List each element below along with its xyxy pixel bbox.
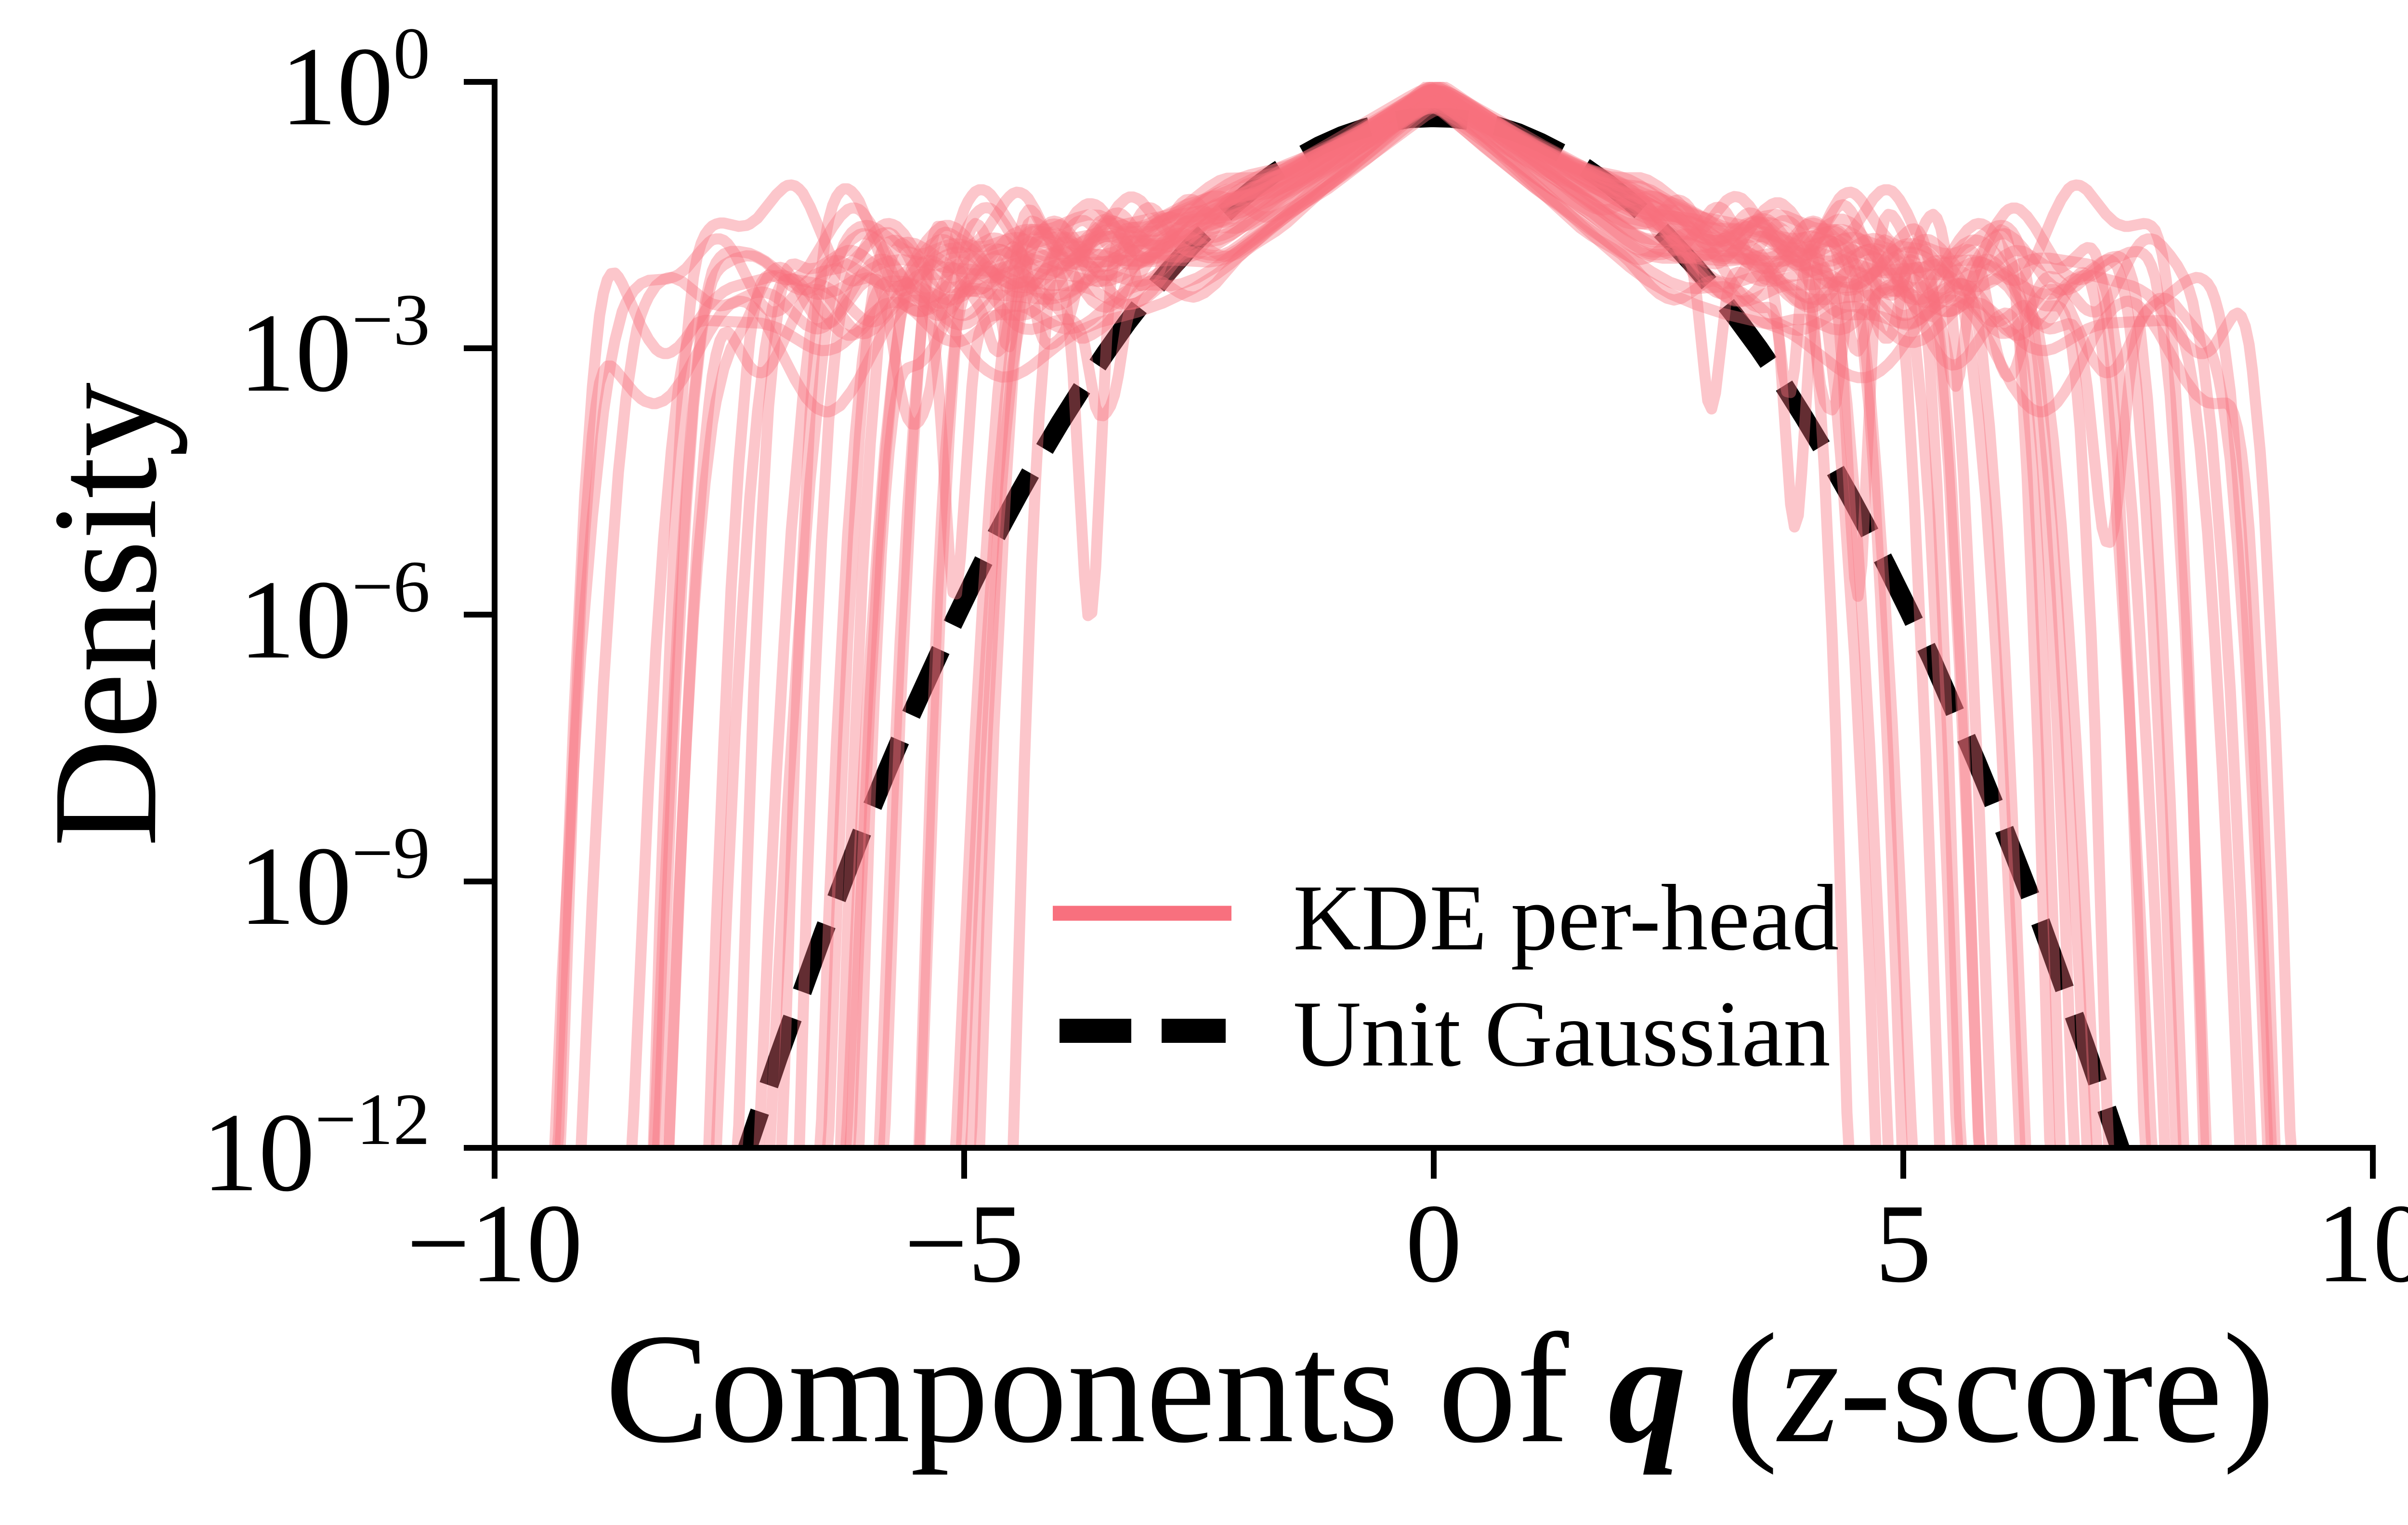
svg-text:5: 5 bbox=[1875, 1181, 1932, 1306]
svg-text:Components of q (z-score): Components of q (z-score) bbox=[605, 1301, 2275, 1475]
svg-text:−5: −5 bbox=[904, 1181, 1024, 1306]
svg-text:KDE per-head: KDE per-head bbox=[1293, 866, 1839, 970]
svg-text:−10: −10 bbox=[406, 1181, 583, 1306]
svg-text:Density: Density bbox=[23, 382, 188, 847]
svg-text:0: 0 bbox=[1406, 1181, 1462, 1306]
svg-text:Unit Gaussian: Unit Gaussian bbox=[1293, 982, 1831, 1086]
svg-text:10: 10 bbox=[2316, 1181, 2408, 1306]
